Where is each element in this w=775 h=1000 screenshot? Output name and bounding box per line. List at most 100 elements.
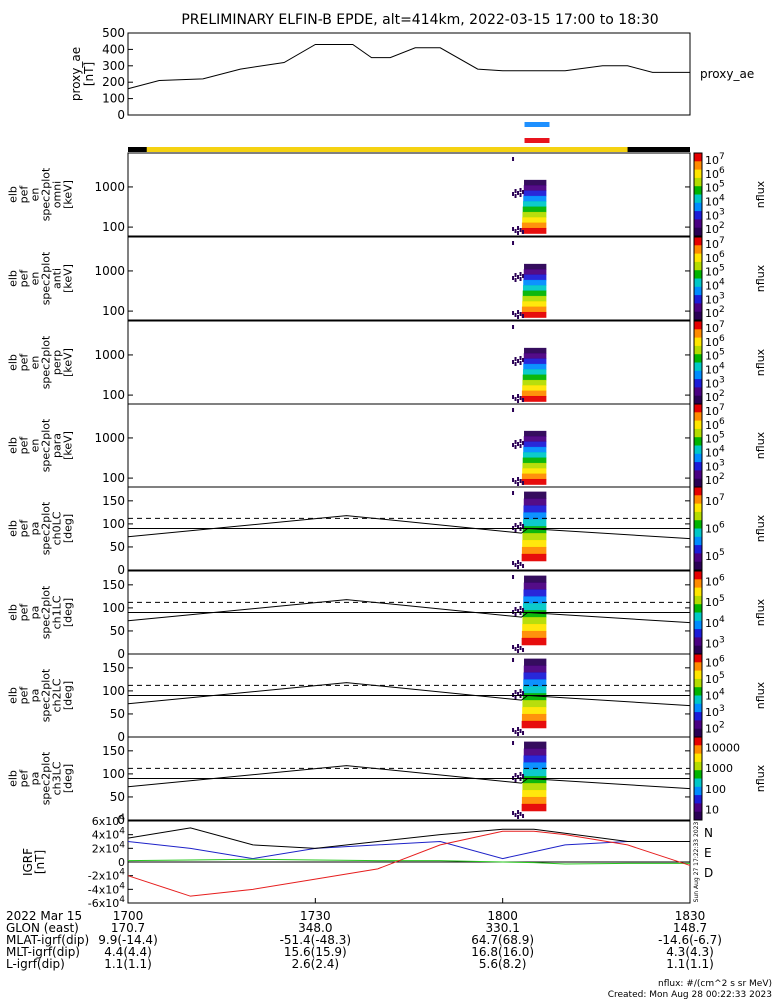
panel-4-ztick-label: 105 <box>705 431 725 446</box>
panel-5-colorbar-cell <box>694 530 702 534</box>
igrf-series-label: E <box>704 846 712 860</box>
panel-4-noise-mark <box>522 481 525 485</box>
panel-7-colorbar-cell <box>694 672 702 676</box>
panel-3-colorbar-cell <box>694 354 702 357</box>
panel-5-colorbar-cell <box>694 565 702 569</box>
panel-6-colorbar-cell <box>694 608 702 611</box>
panel-2-colorbar-cell <box>694 295 702 298</box>
panel-3-noise-mark <box>519 361 522 365</box>
panel-2-heat-cell <box>521 311 547 318</box>
panel-3-noise-mark <box>514 357 517 361</box>
panel-6-colorbar-cell <box>694 573 702 576</box>
igrf-ytick-label-exp: 4 <box>119 827 125 837</box>
panel-4-colorbar-cell <box>694 472 702 476</box>
panel-2-noise-mark <box>512 311 515 315</box>
panel-5-heat-cell <box>522 526 547 534</box>
panel-1-colorbar-cell <box>694 211 702 214</box>
panel-1-heat-cell <box>521 222 547 229</box>
panel-6-ylabel-line: ch1LC <box>51 595 64 629</box>
panel-8-colorbar-cell <box>694 799 702 802</box>
panel-4-colorbar-cell <box>694 433 702 436</box>
panel-4-noise-mark <box>514 445 517 449</box>
igrf-series-line <box>127 827 690 849</box>
panel-3-ylabel-line: en <box>29 356 42 370</box>
panel-7-colorbar-cell <box>694 730 702 734</box>
panel-3-heat-cell <box>522 369 547 376</box>
panel-3-ztick-label-base: 10 <box>705 350 719 363</box>
panel-3-ztick-label-base: 10 <box>705 391 719 404</box>
panel-2-zlabel: nflux <box>754 264 767 292</box>
panel-7-colorbar-cell <box>694 676 702 680</box>
panel-8-colorbar-cell <box>694 817 702 821</box>
panel-5-heat-cell <box>523 512 547 520</box>
footer-created: Created: Mon Aug 28 00:22:33 2023 <box>608 990 772 1000</box>
panel-6-noise-mark <box>522 648 525 652</box>
panel-2-colorbar-cell <box>694 282 702 286</box>
panel-2-colorbar-cell <box>694 280 702 284</box>
panel-5-colorbar-cell <box>694 555 702 559</box>
panel-7-colorbar-cell <box>694 689 702 692</box>
igrf-stamp-text: Sun Aug 27 17:22:33 2023 <box>693 822 700 903</box>
panel-1-ztick-label-base: 10 <box>705 223 719 236</box>
panel-3-noise-mark <box>522 358 525 362</box>
proxy-ae-ytick-label: 200 <box>102 75 125 89</box>
panel-1-colorbar-cell <box>694 179 702 183</box>
panel-3-heat-cell <box>521 395 547 402</box>
panel-3-ztick-label-base: 10 <box>705 322 719 335</box>
panel-2-noise-mark <box>519 277 522 281</box>
panel-3-noise-mark <box>519 356 522 360</box>
panel-6-noise-mark <box>517 609 520 613</box>
panel-6-colorbar-cell <box>694 593 702 597</box>
footer-units: nflux: #/(cm^2 s sr MeV) <box>658 979 772 989</box>
panel-7-colorbar-cell <box>694 718 702 721</box>
panel-5-colorbar-cell <box>694 509 702 513</box>
panel-4-frame <box>127 403 691 488</box>
panel-1-ylabel-line: spec2plot <box>40 167 53 221</box>
panel-8-colorbar-cell <box>694 759 702 763</box>
panel-4-heat-cell <box>521 473 547 480</box>
panel-4-colorbar-cell <box>694 443 702 446</box>
panel-6-ytick-label: 100 <box>102 601 125 615</box>
panel-1-ztick-label: 104 <box>705 193 725 208</box>
panel-2-colorbar-cell <box>694 272 702 275</box>
igrf-ytick-label: 6x104 <box>92 813 126 828</box>
panel-2-noise-mark <box>519 272 522 276</box>
panel-1-colorbar-cell <box>694 161 702 164</box>
panel-7-colorbar-cell <box>694 724 702 728</box>
igrf-ytick-label-base: 2x10 <box>92 842 120 855</box>
panel-5-noise-mark <box>514 528 517 532</box>
panel-5-colorbar-cell <box>694 526 702 529</box>
panel-8-lc-curve <box>127 765 691 790</box>
ephemeris-value: 4.3(4.3) <box>666 945 714 959</box>
panel-4-heat-cell <box>522 462 547 469</box>
panel-4-noise-mark <box>517 442 520 446</box>
panel-2-ylabel-line: [keV] <box>62 264 75 293</box>
panel-2-zlabel-text: nflux <box>754 264 767 292</box>
panel-5-noise-mark <box>522 564 525 568</box>
panel-2-colorbar-cell <box>694 284 702 288</box>
panel-1-ztick-label-base: 10 <box>705 195 719 208</box>
panel-5-ztick-label-base: 10 <box>705 495 719 508</box>
panel-4-colorbar-cell <box>694 474 702 478</box>
panel-7-colorbar-cell <box>694 714 702 717</box>
panel-6-colorbar-cell <box>694 604 702 607</box>
panel-7-heat-cell <box>523 672 547 680</box>
panel-3-ztick-label-base: 10 <box>705 363 719 376</box>
panel-2-colorbar-cell <box>694 288 702 292</box>
panel-8-colorbar-cell <box>694 813 702 817</box>
igrf-ytick-label-base: -4x10 <box>88 883 119 896</box>
panel-4-colorbar-cell <box>694 439 702 442</box>
panel-4-colorbar-cell <box>694 464 702 467</box>
panel-7-noise-mark <box>517 727 520 731</box>
panel-5-colorbar-cell <box>694 559 702 563</box>
panel-5-noise-mark <box>517 525 520 529</box>
panel-2-colorbar-cell <box>694 251 702 255</box>
panel-1-colorbar-cell <box>694 213 702 216</box>
panel-2-heat-cell <box>522 285 547 292</box>
panel-3-ztick-label: 103 <box>705 375 725 390</box>
panel-7-ztick-label-base: 10 <box>705 690 719 703</box>
panel-8-colorbar-cell <box>694 737 702 740</box>
panel-1-ytick-label: 100 <box>102 220 125 234</box>
panel-7-heat-cell <box>524 658 547 667</box>
panel-6-ylabel-line: [deg] <box>62 598 75 627</box>
